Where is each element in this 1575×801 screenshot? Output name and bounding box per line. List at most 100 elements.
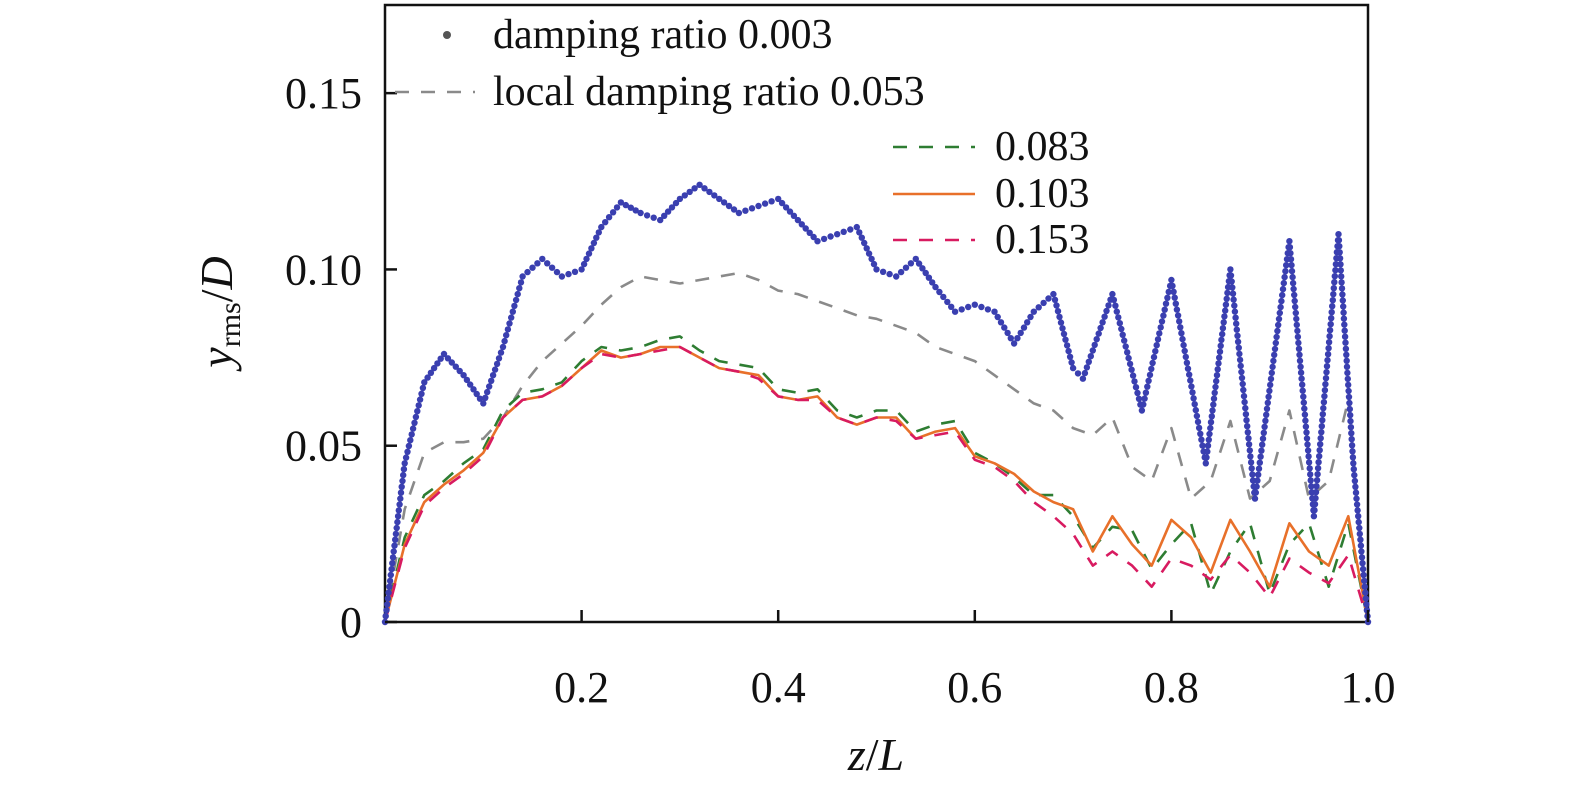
series-layer [381,181,1372,626]
data-point [1274,327,1281,335]
data-point [389,560,396,567]
data-point [1297,369,1305,376]
data-point [480,400,487,407]
data-point [1179,335,1186,343]
data-point [476,395,484,402]
data-point [602,219,609,226]
data-point [1337,267,1345,274]
data-point [1322,375,1330,382]
data-point [664,208,672,215]
data-point [643,212,651,219]
data-point [676,195,684,203]
data-point [1326,333,1333,340]
data-point [452,363,459,370]
data-point [1168,276,1175,284]
data-point [1256,459,1264,466]
data-point [1316,447,1323,454]
data-point [565,270,572,278]
y-axis-sep: / [191,289,242,302]
data-point [1178,330,1185,337]
data-point [460,372,467,379]
data-point [1131,378,1138,385]
data-point [672,199,680,207]
data-point [1360,571,1367,579]
data-point [1358,554,1366,561]
data-point [1338,279,1345,286]
data-point [388,565,395,573]
data-point [1229,284,1236,291]
data-point [971,301,978,308]
data-point [409,425,417,432]
data-point [1323,369,1330,376]
data-point [539,255,546,263]
data-point [810,233,817,241]
data-point [775,195,782,203]
data-point [978,303,985,311]
data-point [1142,389,1150,396]
data-point [1354,507,1361,514]
data-point [392,530,400,538]
data-point [834,231,841,238]
data-point [661,212,668,219]
data-point [1242,404,1249,412]
data-point [1222,307,1229,314]
data-point [798,221,805,228]
data-point [1097,324,1104,332]
data-point [1341,321,1348,328]
data-point [397,495,404,502]
data-point [397,489,405,496]
data-point [725,202,733,210]
data-point [1330,285,1338,292]
data-point [965,303,972,311]
data-point [1148,365,1155,373]
data-point [1189,389,1196,396]
data-point [1207,419,1215,426]
x-tick-label: 0.4 [751,663,806,712]
data-point [588,245,595,252]
data-point [1317,435,1324,442]
data-point [1233,320,1240,327]
data-point [1240,392,1248,400]
data-point [932,283,939,291]
data-point [1081,369,1089,377]
x-tick-label: 1.0 [1341,663,1396,712]
data-point [470,386,477,393]
data-point [407,437,414,444]
data-point [1263,405,1271,412]
data-point [1301,411,1309,418]
data-point [593,234,600,241]
data-point [1294,327,1301,335]
data-point [1340,309,1347,316]
data-point [1188,383,1195,390]
data-point [1238,374,1246,382]
data-point [463,376,471,384]
data-point [1103,307,1110,315]
data-point [1260,429,1268,436]
data-point [1068,359,1075,366]
data-point [1079,375,1087,382]
data-point [1238,368,1245,376]
data-point [696,181,703,188]
data-point [1343,351,1350,358]
data-point [1350,466,1358,473]
data-point [1160,312,1167,319]
data-point [1206,430,1213,438]
data-point [1341,333,1349,340]
data-point [873,266,880,273]
data-point [1357,536,1364,543]
data-point [1093,336,1100,343]
data-point [1361,577,1368,585]
data-point [440,350,448,358]
data-point [870,260,878,268]
data-point [790,212,798,219]
data-point [389,554,397,561]
data-point [1053,302,1060,309]
data-point [1149,359,1156,367]
data-point [1312,489,1320,496]
data-point [1276,309,1284,317]
series-line-0.083 [383,335,1370,623]
x-axis-sep: / [866,729,879,780]
data-point [1323,363,1331,370]
data-point [1263,411,1270,418]
data-point [1345,381,1352,389]
